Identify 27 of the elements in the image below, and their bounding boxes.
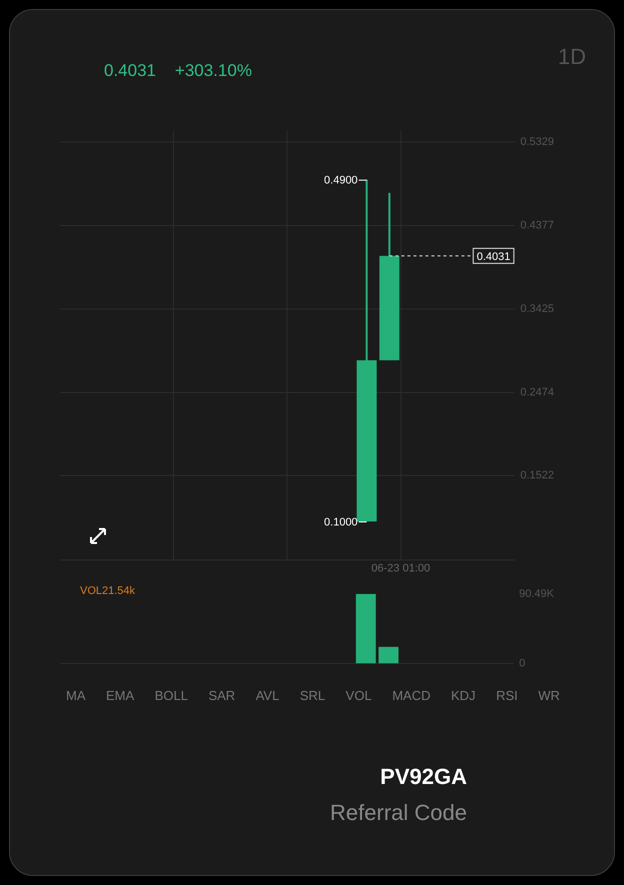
text: PV92GA: [380, 764, 467, 790]
y-tick-label: 0.4377: [520, 220, 554, 232]
annotation: 0.4900: [324, 174, 358, 187]
text: MACD: [392, 688, 430, 703]
text: VOL: [346, 688, 372, 703]
y-tick-label: 0.2474: [520, 386, 554, 398]
annotation: 0.1000: [324, 516, 358, 528]
y-tick-label: 0.1522: [520, 470, 554, 482]
ref-line-label: 0.4031: [476, 250, 510, 263]
y-tick-label: 0.3425: [520, 302, 554, 315]
y-tick-label: 90.49K: [519, 588, 555, 600]
text: SAR: [208, 688, 236, 703]
text: Referral Code: [330, 800, 467, 826]
text: BOLL: [154, 688, 188, 703]
text: KDJ: [450, 688, 476, 703]
y-tick-label: 0.5329: [520, 136, 554, 148]
annotation: VOL21.54k: [80, 585, 136, 597]
text: WR: [538, 688, 560, 703]
text: RSI: [496, 688, 518, 703]
text: 1D: [558, 44, 586, 70]
y-tick-label: 0: [519, 657, 526, 670]
text: AVL: [256, 688, 280, 703]
text: SRL: [300, 688, 326, 703]
text: EMA: [106, 688, 134, 703]
text: MA: [66, 688, 86, 703]
text: 06-23 01:00: [371, 562, 430, 575]
chart-subtitle: 0.4031 +303.10%: [104, 61, 252, 81]
